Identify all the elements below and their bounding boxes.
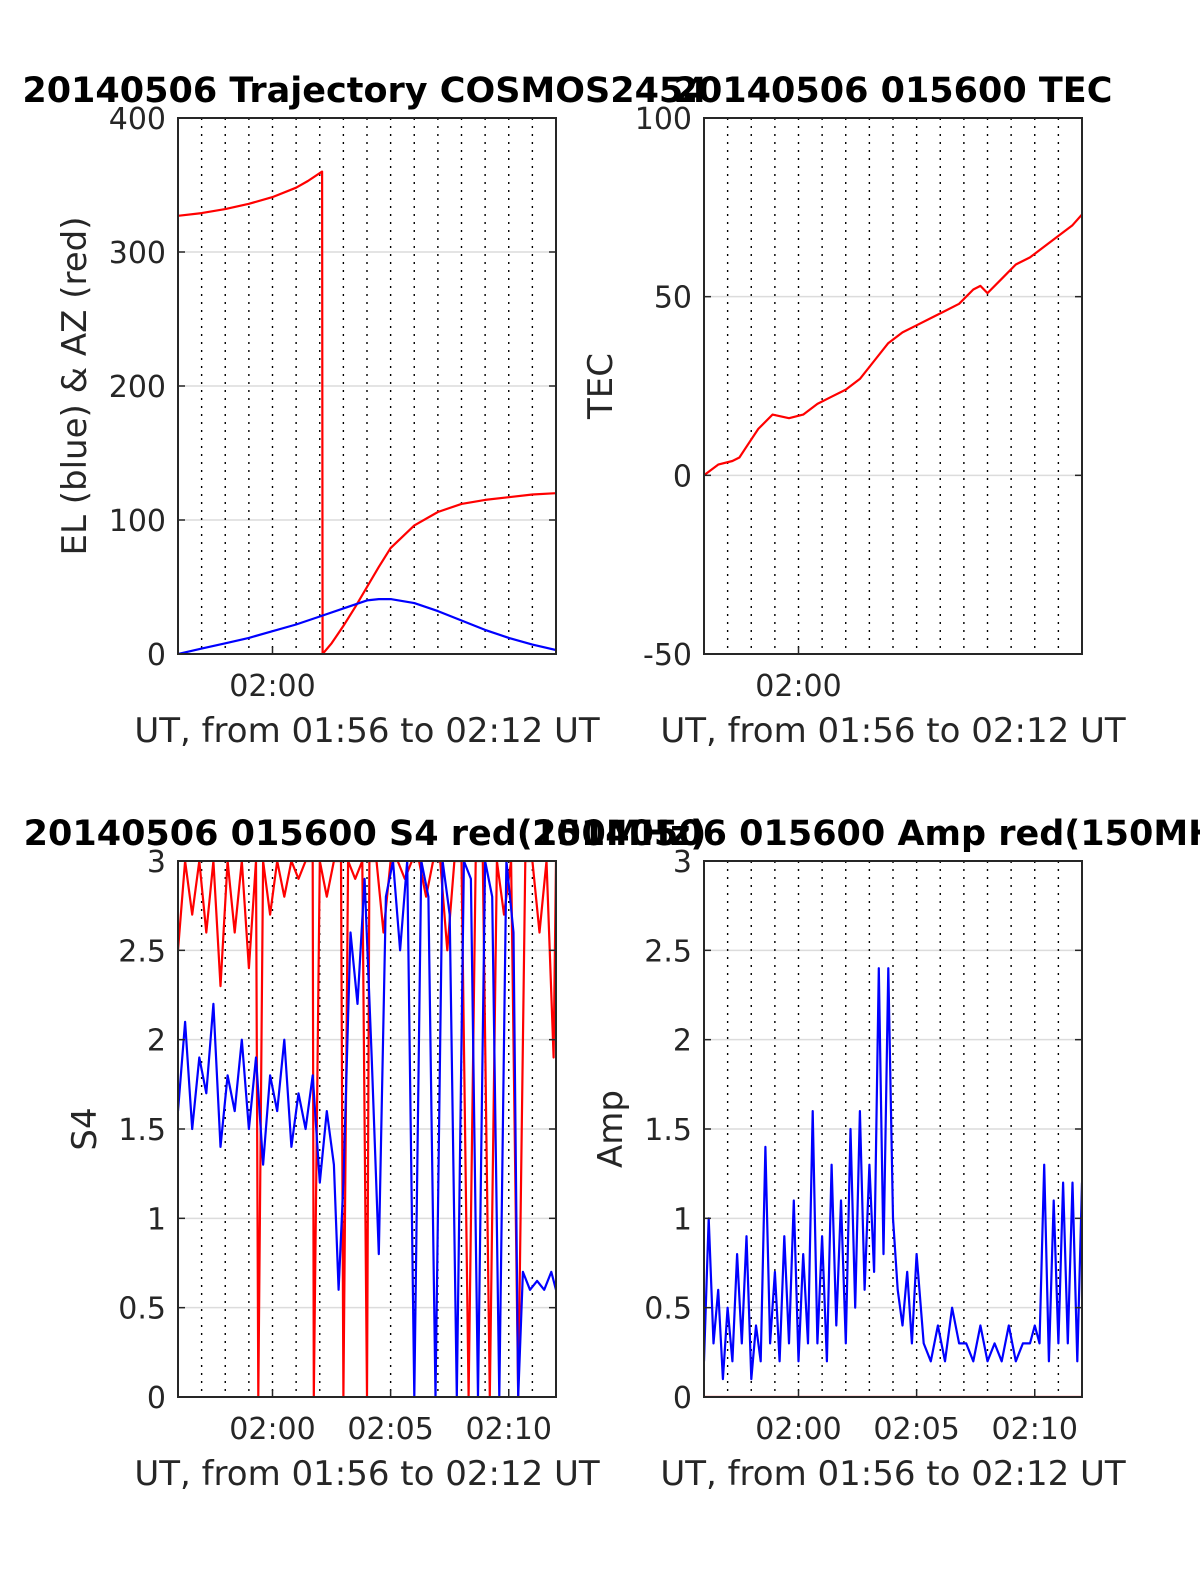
panel-traj: 0 100 200 300 400 02:00 UT, from 01:56 to 02:1… (22, 71, 707, 751)
x-axis-label: UT, from 01:56 to 02:12 UT (660, 1454, 1126, 1494)
x-tick-label: 02:00 (755, 669, 841, 704)
x-axis-label: UT, from 01:56 to 02:12 UT (134, 711, 600, 751)
x-tick-label: 02:00 (229, 669, 315, 704)
y-tick-label: 0 (147, 1381, 166, 1416)
x-axis-label: UT, from 01:56 to 02:12 UT (660, 711, 1126, 751)
x-axis-label: UT, from 01:56 to 02:12 UT (134, 1454, 600, 1494)
y-tick-label: 0 (673, 459, 692, 494)
x-tick-label: 02:10 (992, 1412, 1078, 1447)
y-axis-label: EL (blue) & AZ (red) (55, 216, 95, 555)
y-tick-label: 0 (673, 1381, 692, 1416)
y-axis-label: TEC (581, 353, 621, 420)
y-tick-label: 50 (654, 281, 692, 316)
y-tick-label: 3 (147, 845, 166, 880)
y-tick-label: 400 (109, 102, 166, 137)
series-line-blue (178, 597, 556, 654)
x-tick-label: 02:00 (229, 1412, 315, 1447)
y-tick-label: 0 (147, 638, 166, 673)
panel-amp: 0 0.5 1 1.5 2 2.5 3 02:00 02:05 02:10 UT, from 01:… (532, 814, 1200, 1494)
series-line-red (704, 213, 1082, 477)
y-tick-label: 200 (109, 370, 166, 405)
chart-title: 20140506 015600 Amp red(150MHz) (532, 814, 1200, 854)
x-tick-label: 02:05 (347, 1412, 433, 1447)
y-tick-label: 300 (109, 236, 166, 271)
series-line-red (178, 170, 556, 654)
x-tick-label: 02:05 (873, 1412, 959, 1447)
y-tick-label: 1.5 (118, 1113, 166, 1148)
y-tick-label: 2.5 (644, 934, 692, 969)
y-tick-label: 3 (673, 845, 692, 880)
y-tick-label: 1.5 (644, 1113, 692, 1148)
axes-box (703, 117, 1083, 655)
chart-title: 20140506 015600 TEC (674, 71, 1113, 111)
y-tick-label: 1 (673, 1202, 692, 1237)
y-axis-label: S4 (65, 1107, 105, 1150)
y-tick-label: 1 (147, 1202, 166, 1237)
y-tick-label: -50 (643, 638, 692, 673)
chart-title: 20140506 015600 S4 red(150MHz) (24, 814, 707, 854)
panel-tec: -50 0 50 100 02:00 UT, from 01:56 to 02:12 UT… (581, 71, 1126, 751)
x-tick-label: 02:00 (755, 1412, 841, 1447)
y-axis-label: Amp (591, 1090, 631, 1168)
y-tick-label: 2 (147, 1024, 166, 1059)
y-tick-label: 2 (673, 1024, 692, 1059)
series-line-blue (178, 861, 556, 1397)
chart-title: 20140506 Trajectory COSMOS2454 (22, 71, 707, 111)
series-line-blue (704, 967, 1082, 1381)
y-tick-label: 100 (635, 102, 692, 137)
x-tick-label: 02:10 (466, 1412, 552, 1447)
series-line-red (178, 861, 556, 1397)
panel-s4: 0 0.5 1 1.5 2 2.5 3 02:00 02:05 02:10 UT, from 01:… (24, 814, 707, 1494)
y-tick-label: 100 (109, 504, 166, 539)
y-tick-label: 2.5 (118, 934, 166, 969)
y-tick-label: 0.5 (644, 1292, 692, 1327)
y-tick-label: 0.5 (118, 1292, 166, 1327)
